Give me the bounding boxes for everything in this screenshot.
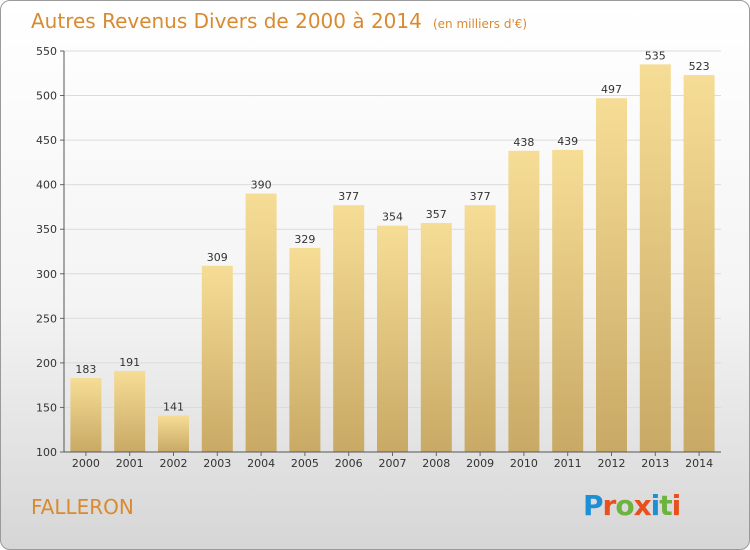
logo-letter: t (659, 489, 672, 522)
bar-2001 (114, 370, 146, 452)
logo-letter: r (602, 489, 617, 522)
y-tick-label: 100 (36, 446, 57, 459)
bar-2005 (289, 247, 321, 452)
title-unit: (en milliers d'€) (432, 17, 528, 31)
logo-letter: x (633, 489, 652, 522)
y-axis: 100 150 200 250 300 350 400 450 500 550 (36, 45, 65, 459)
proxiti-logo[interactable]: Proxiti (583, 489, 682, 522)
chart-title: Autres Revenus Divers de 2000 à 2014 (en… (31, 9, 527, 33)
x-tick-label-2011: 2011 (554, 457, 582, 470)
value-label-2007: 354 (382, 211, 403, 224)
bar-2010 (508, 150, 540, 452)
value-label-2006: 377 (338, 190, 359, 203)
logo-letter: o (615, 489, 634, 522)
y-tick-label: 450 (36, 134, 57, 147)
bar-2004 (245, 193, 277, 453)
y-tick-label: 150 (36, 401, 57, 414)
logo-letter: i (671, 489, 682, 522)
x-tick-label-2009: 2009 (466, 457, 494, 470)
bar-2011 (552, 149, 584, 452)
value-label-2004: 390 (251, 179, 272, 192)
bar-2012 (596, 98, 627, 453)
y-tick-label: 300 (36, 268, 57, 281)
x-tick-label-2007: 2007 (379, 457, 407, 470)
y-tick-label: 350 (36, 223, 57, 236)
x-tick-label-2014: 2014 (685, 457, 713, 470)
value-label-2013: 535 (645, 49, 666, 62)
town-name: FALLERON (31, 495, 134, 519)
bar-2000 (70, 378, 102, 452)
value-labels: 183 191 141 309 390 329 377 354 357 377 438 439 497 5… (75, 49, 709, 413)
value-label-2003: 309 (207, 251, 228, 264)
value-label-2012: 497 (601, 83, 622, 96)
bar-2014 (683, 75, 715, 452)
x-tick-label-2006: 2006 (335, 457, 363, 470)
y-tick-label: 400 (36, 179, 57, 192)
bar-2006 (333, 205, 365, 452)
title-text: Autres Revenus Divers de 2000 à 2014 (31, 9, 422, 33)
x-tick-label-2010: 2010 (510, 457, 538, 470)
y-tick-label: 500 (36, 90, 57, 103)
value-label-2008: 357 (426, 208, 447, 221)
logo-letter: i (650, 489, 661, 522)
x-tick-label-2012: 2012 (598, 457, 626, 470)
value-label-2002: 141 (163, 400, 184, 413)
x-tick-label-2004: 2004 (247, 457, 275, 470)
bar-2008 (420, 222, 452, 452)
bar-2002 (158, 415, 189, 452)
bar-2007 (377, 225, 408, 452)
bars-group (70, 64, 715, 453)
x-tick-label-2005: 2005 (291, 457, 319, 470)
value-label-2014: 523 (689, 60, 710, 73)
value-label-2010: 438 (513, 136, 534, 149)
bar-2013 (639, 64, 671, 452)
x-tick-label-2002: 2002 (160, 457, 188, 470)
bar-2009 (464, 205, 496, 452)
x-tick-label-2013: 2013 (641, 457, 669, 470)
x-axis: 2000 2001 2002 2003 2004 2005 2006 2007 2008 2009… (64, 451, 721, 470)
x-tick-label-2003: 2003 (203, 457, 231, 470)
y-tick-label: 200 (36, 357, 57, 370)
logo-letter: P (583, 489, 604, 522)
x-tick-label-2001: 2001 (116, 457, 144, 470)
x-tick-label-2000: 2000 (72, 457, 100, 470)
bar-2003 (201, 265, 233, 452)
y-tick-label: 550 (36, 45, 57, 58)
value-label-2001: 191 (119, 356, 140, 369)
value-label-2011: 439 (557, 135, 578, 148)
value-label-2000: 183 (75, 363, 96, 376)
y-tick-label: 250 (36, 312, 57, 325)
value-label-2009: 377 (470, 190, 491, 203)
value-label-2005: 329 (294, 233, 315, 246)
x-tick-label-2008: 2008 (422, 457, 450, 470)
